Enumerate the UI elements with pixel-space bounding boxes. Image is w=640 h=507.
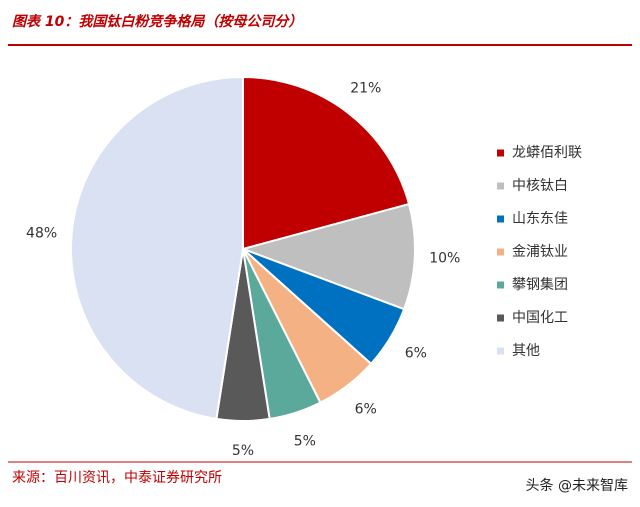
pie-slice — [70, 75, 244, 421]
chart-title: 图表 10：我国钛白粉竞争格局（按母公司分） — [12, 13, 302, 30]
data-label: 5% — [294, 433, 316, 449]
legend-label: 中国化工 — [512, 310, 568, 326]
legend-swatch — [497, 281, 504, 289]
data-label: 48% — [26, 225, 57, 241]
pie-slice — [239, 202, 416, 311]
legend-label: 龙蟒佰利联 — [512, 145, 582, 161]
watermark: 头条 @未来智库 — [526, 477, 628, 494]
legend-swatch — [497, 149, 504, 157]
data-label: 6% — [355, 401, 377, 417]
legend-swatch — [497, 215, 504, 223]
legend-label: 金浦钛业 — [512, 244, 568, 260]
data-label: 6% — [405, 346, 427, 362]
legend-label: 攀钢集团 — [512, 276, 568, 293]
data-label: 5% — [232, 443, 254, 459]
legend-label: 中核钛白 — [512, 178, 568, 194]
pie-slice — [242, 75, 411, 251]
data-label: 21% — [350, 81, 381, 97]
data-label: 10% — [429, 250, 460, 266]
legend-label: 山东东佳 — [512, 211, 568, 227]
legend-swatch — [497, 182, 504, 190]
legend-swatch — [497, 248, 504, 256]
legend-label: 其他 — [512, 343, 540, 359]
legend-swatch — [497, 314, 504, 322]
legend-swatch — [497, 347, 504, 355]
source: 来源：百川资讯，中泰证券研究所 — [12, 470, 222, 486]
